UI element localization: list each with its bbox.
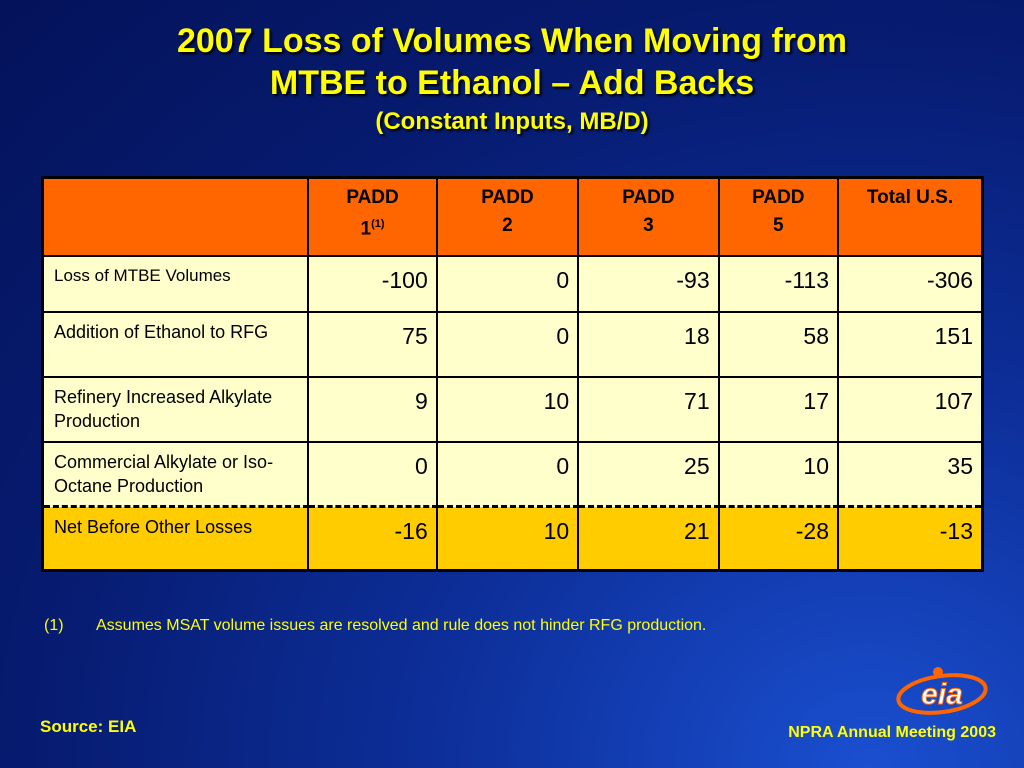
cell-padd1: 9 (307, 375, 438, 443)
cell-total: 35 (837, 440, 984, 508)
header-total-us: Total U.S. (837, 176, 984, 257)
row-label: Commercial Alkylate or Iso-Octane Produc… (41, 440, 310, 508)
cell-padd5: 58 (717, 310, 840, 378)
cell-padd2: 10 (435, 505, 580, 572)
cell-padd1: 0 (307, 440, 438, 508)
cell-padd2: 0 (435, 310, 580, 378)
header-empty-cell (41, 176, 310, 257)
header-padd2-line1: PADD (481, 187, 534, 208)
footnote-number: (1) (44, 617, 64, 634)
header-padd1-number: 1 (360, 218, 372, 240)
header-padd1-line2: 1(1) (309, 209, 435, 244)
table-header-row: PADD 1(1) PADD 2 PADD 3 PADD 5 Total U.S… (41, 176, 984, 257)
header-padd1-line1: PADD (346, 187, 399, 208)
header-padd5: PADD 5 (717, 176, 840, 257)
cell-padd2: 0 (435, 440, 580, 508)
cell-padd2: 10 (435, 375, 580, 443)
table-row-loss-of-mtbe: Loss of MTBE Volumes -100 0 -93 -113 -30… (41, 254, 984, 313)
cell-padd5: 17 (717, 375, 840, 443)
row-label: Addition of Ethanol to RFG (41, 310, 310, 378)
header-padd2: PADD 2 (435, 176, 580, 257)
meeting-label: NPRA Annual Meeting 2003 (788, 724, 996, 741)
header-padd1-footnote-ref: (1) (371, 218, 385, 230)
cell-padd5: 10 (717, 440, 840, 508)
header-padd1: PADD 1(1) (307, 176, 438, 257)
title-subtitle: (Constant Inputs, MB/D) (375, 108, 649, 135)
cell-padd5: -28 (717, 505, 840, 572)
cell-padd3: -93 (577, 254, 720, 313)
cell-padd3: 21 (577, 505, 720, 572)
header-padd3-line2: 3 (643, 215, 654, 236)
table-row-net-before-losses: Net Before Other Losses -16 10 21 -28 -1… (41, 505, 984, 572)
source-label: Source: EIA (40, 717, 137, 736)
table-row-refinery-alkylate: Refinery Increased Alkylate Production 9… (41, 375, 984, 443)
header-total-us-label: Total U.S. (866, 187, 954, 208)
cell-padd1: -100 (307, 254, 438, 313)
header-padd5-line2: 5 (773, 215, 784, 236)
cell-padd5: -113 (717, 254, 840, 313)
footnote-text: Assumes MSAT volume issues are resolved … (96, 617, 707, 634)
slide-title: 2007 Loss of Volumes When Moving from MT… (0, 20, 1024, 138)
cell-total: -13 (837, 505, 984, 572)
eia-logo: eia (896, 667, 988, 715)
cell-padd2: 0 (435, 254, 580, 313)
eia-logo-text: eia (921, 678, 963, 711)
title-line-1: 2007 Loss of Volumes When Moving from (176, 22, 848, 60)
cell-padd1: 75 (307, 310, 438, 378)
cell-padd3: 71 (577, 375, 720, 443)
row-label: Net Before Other Losses (41, 505, 310, 572)
cell-padd1: -16 (307, 505, 438, 572)
title-line-2: MTBE to Ethanol – Add Backs (269, 64, 755, 102)
row-label: Loss of MTBE Volumes (41, 254, 310, 313)
cell-total: 151 (837, 310, 984, 378)
table-row-commercial-alkylate: Commercial Alkylate or Iso-Octane Produc… (41, 440, 984, 508)
header-padd5-line1: PADD (752, 187, 805, 208)
cell-total: 107 (837, 375, 984, 443)
cell-padd3: 25 (577, 440, 720, 508)
cell-padd3: 18 (577, 310, 720, 378)
header-padd3-line1: PADD (622, 187, 675, 208)
header-padd2-line2: 2 (502, 215, 513, 236)
header-padd3: PADD 3 (577, 176, 720, 257)
volumes-table: PADD 1(1) PADD 2 PADD 3 PADD 5 Total U.S… (41, 176, 984, 572)
cell-total: -306 (837, 254, 984, 313)
row-label: Refinery Increased Alkylate Production (41, 375, 310, 443)
table-row-addition-of-ethanol: Addition of Ethanol to RFG 75 0 18 58 15… (41, 310, 984, 378)
